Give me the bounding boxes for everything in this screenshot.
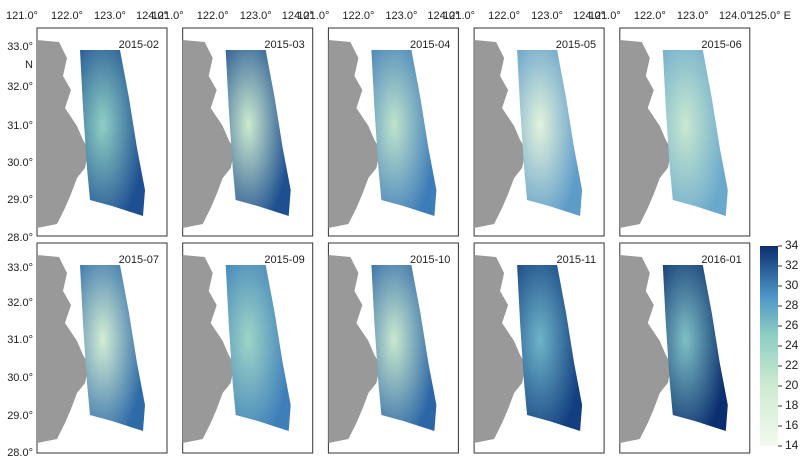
- longitude-label: 122.0°: [342, 10, 374, 22]
- longitude-label: 121.0°: [443, 10, 475, 22]
- panel-title: 2015-02: [119, 39, 159, 51]
- panel-title: 2016-01: [701, 254, 741, 266]
- longitude-label: 122.0°: [197, 10, 229, 22]
- salinity-field: [662, 50, 728, 216]
- latitude-label: 32.0°: [7, 81, 33, 93]
- latitude-label: 28.0°: [7, 232, 33, 244]
- salinity-field: [225, 50, 291, 216]
- land: [474, 255, 527, 443]
- map-panel: 2015-06: [619, 27, 751, 237]
- land: [328, 255, 381, 443]
- panel-title: 2015-07: [119, 254, 159, 266]
- longitude-label: 123.0°: [385, 10, 417, 22]
- salinity-field: [80, 265, 145, 431]
- longitude-label: 122.0°: [51, 10, 83, 22]
- latitude-label: 31.0°: [7, 334, 33, 346]
- latitude-label: 30.0°: [7, 157, 33, 169]
- longitude-label: 121.0°: [297, 10, 329, 22]
- map-panel: 2015-09: [182, 242, 314, 454]
- salinity-field: [371, 265, 437, 431]
- longitude-label: 122.0°: [488, 10, 520, 22]
- map-panel: 2015-05: [473, 27, 605, 237]
- panel-title: 2015-06: [701, 39, 741, 51]
- salinity-field: [225, 265, 291, 431]
- land: [474, 40, 527, 228]
- map-panel: 2016-01: [619, 242, 751, 454]
- latitude-label: N: [25, 59, 33, 71]
- land: [619, 40, 672, 228]
- panel-title: 2015-03: [264, 39, 304, 51]
- panel-title: 2015-05: [556, 39, 596, 51]
- longitude-label: 125.0° E: [749, 10, 791, 22]
- panel-title: 2015-04: [410, 39, 450, 51]
- salinity-field: [662, 265, 728, 431]
- longitude-label: 121.0°: [6, 10, 38, 22]
- land: [328, 40, 381, 228]
- land: [37, 40, 89, 228]
- latitude-label: 32.0°: [7, 297, 33, 309]
- panel-title: 2015-10: [410, 254, 450, 266]
- latitude-label: 30.0°: [7, 372, 33, 384]
- longitude-label: 124.0°: [719, 10, 751, 22]
- land: [37, 255, 89, 443]
- colorbar-tick-label: 32: [785, 258, 799, 272]
- latitude-label: 29.0°: [7, 410, 33, 422]
- salinity-field: [371, 50, 437, 216]
- map-panel: 2015-07: [36, 242, 168, 454]
- longitude-label: 124.0°: [282, 10, 314, 22]
- longitude-label: 123.0°: [94, 10, 126, 22]
- colorbar-tick-label: 24: [785, 338, 799, 352]
- panel-title: 2015-09: [264, 254, 304, 266]
- land: [182, 40, 235, 228]
- colorbar-tick-label: 22: [785, 358, 799, 372]
- colorbar-tick-label: 14: [785, 438, 799, 452]
- longitude-label: 121.0°: [589, 10, 621, 22]
- salinity-field: [517, 265, 583, 431]
- map-panel: 2015-02: [36, 27, 168, 237]
- salinity-field: [80, 50, 145, 216]
- map-panel: 2015-11: [473, 242, 605, 454]
- longitude-label: 123.0°: [531, 10, 563, 22]
- longitude-label: 124.0°: [136, 10, 168, 22]
- longitude-label: 123.0°: [240, 10, 272, 22]
- colorbar-tick-label: 34: [785, 238, 799, 252]
- latitude-label: 31.0°: [7, 120, 33, 132]
- longitude-label: 122.0°: [634, 10, 666, 22]
- longitude-label: 124.0°: [573, 10, 605, 22]
- colorbar-tick-label: 30: [785, 278, 799, 292]
- map-panel: 2015-03: [182, 27, 314, 237]
- latitude-label: 33.0°: [7, 262, 33, 274]
- colorbar-tick-label: 26: [785, 318, 799, 332]
- latitude-label: 28.0°: [7, 447, 33, 459]
- colorbar-tick-label: 16: [785, 418, 799, 432]
- longitude-label: 123.0°: [677, 10, 709, 22]
- latitude-label: 29.0°: [7, 194, 33, 206]
- map-panel: 2015-10: [327, 242, 459, 454]
- land: [619, 255, 672, 443]
- salinity-field: [517, 50, 583, 216]
- colorbar: [760, 246, 778, 446]
- map-panel: 2015-04: [327, 27, 459, 237]
- colorbar-tick-label: 20: [785, 378, 799, 392]
- colorbar-tick-label: 28: [785, 298, 799, 312]
- panel-title: 2015-11: [557, 254, 597, 266]
- land: [182, 255, 235, 443]
- longitude-label: 121.0°: [152, 10, 184, 22]
- latitude-label: 33.0°: [7, 41, 33, 53]
- longitude-label: 124.0°: [427, 10, 459, 22]
- colorbar-tick-label: 18: [785, 398, 799, 412]
